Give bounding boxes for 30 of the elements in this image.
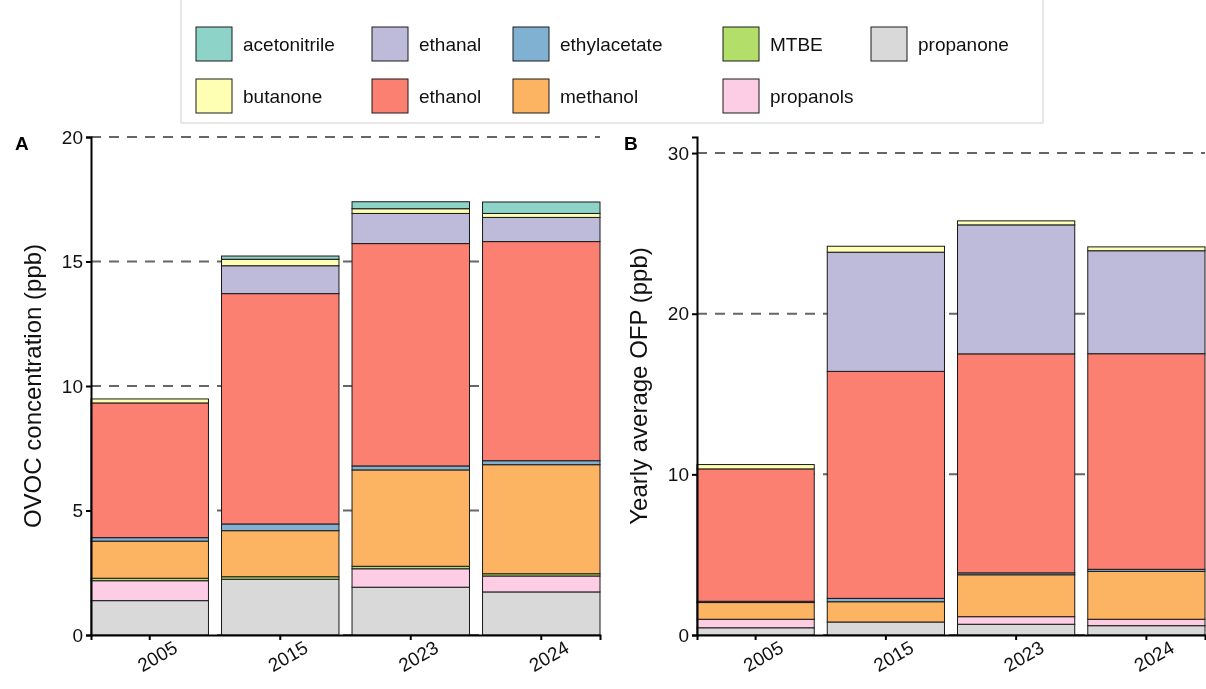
y-tick-label: 20 xyxy=(667,303,689,325)
legend-label: MTBE xyxy=(770,34,823,55)
x-tick-label: 2024 xyxy=(525,636,573,677)
legend-label: propanone xyxy=(918,34,1009,55)
x-tick-label: 2023 xyxy=(1000,636,1048,677)
legend-label: ethanol xyxy=(419,86,482,107)
x-tick-label: 2005 xyxy=(739,636,787,677)
x-tick-label: 2015 xyxy=(870,636,918,677)
legend-label: ethylacetate xyxy=(560,34,663,55)
y-axis-title: OVOC concentration (ppb) xyxy=(19,243,46,529)
y-tick-label: 5 xyxy=(72,500,83,522)
y-tick-label: 0 xyxy=(678,624,689,646)
y-axis-title: Yearly average OFP (ppb) xyxy=(625,247,652,525)
legend-label: butanone xyxy=(243,86,323,107)
legend-label: acetonitrile xyxy=(243,34,335,55)
y-tick-label: 20 xyxy=(61,126,83,148)
chart-title: A xyxy=(15,133,29,154)
y-tick-label: 0 xyxy=(72,624,83,646)
x-tick-label: 2024 xyxy=(1130,636,1179,677)
x-tick-label: 2005 xyxy=(133,636,181,677)
chart-title: B xyxy=(624,133,638,154)
legend-label: propanols xyxy=(770,86,854,107)
y-tick-label: 10 xyxy=(667,463,689,485)
y-tick-label: 30 xyxy=(667,142,689,164)
y-tick-label: 15 xyxy=(61,251,83,273)
x-tick-label: 2015 xyxy=(264,636,312,677)
legend-label: methanol xyxy=(560,86,639,107)
x-tick-label: 2023 xyxy=(394,636,443,677)
y-tick-label: 10 xyxy=(61,375,83,397)
legend-label: ethanal xyxy=(419,34,482,55)
